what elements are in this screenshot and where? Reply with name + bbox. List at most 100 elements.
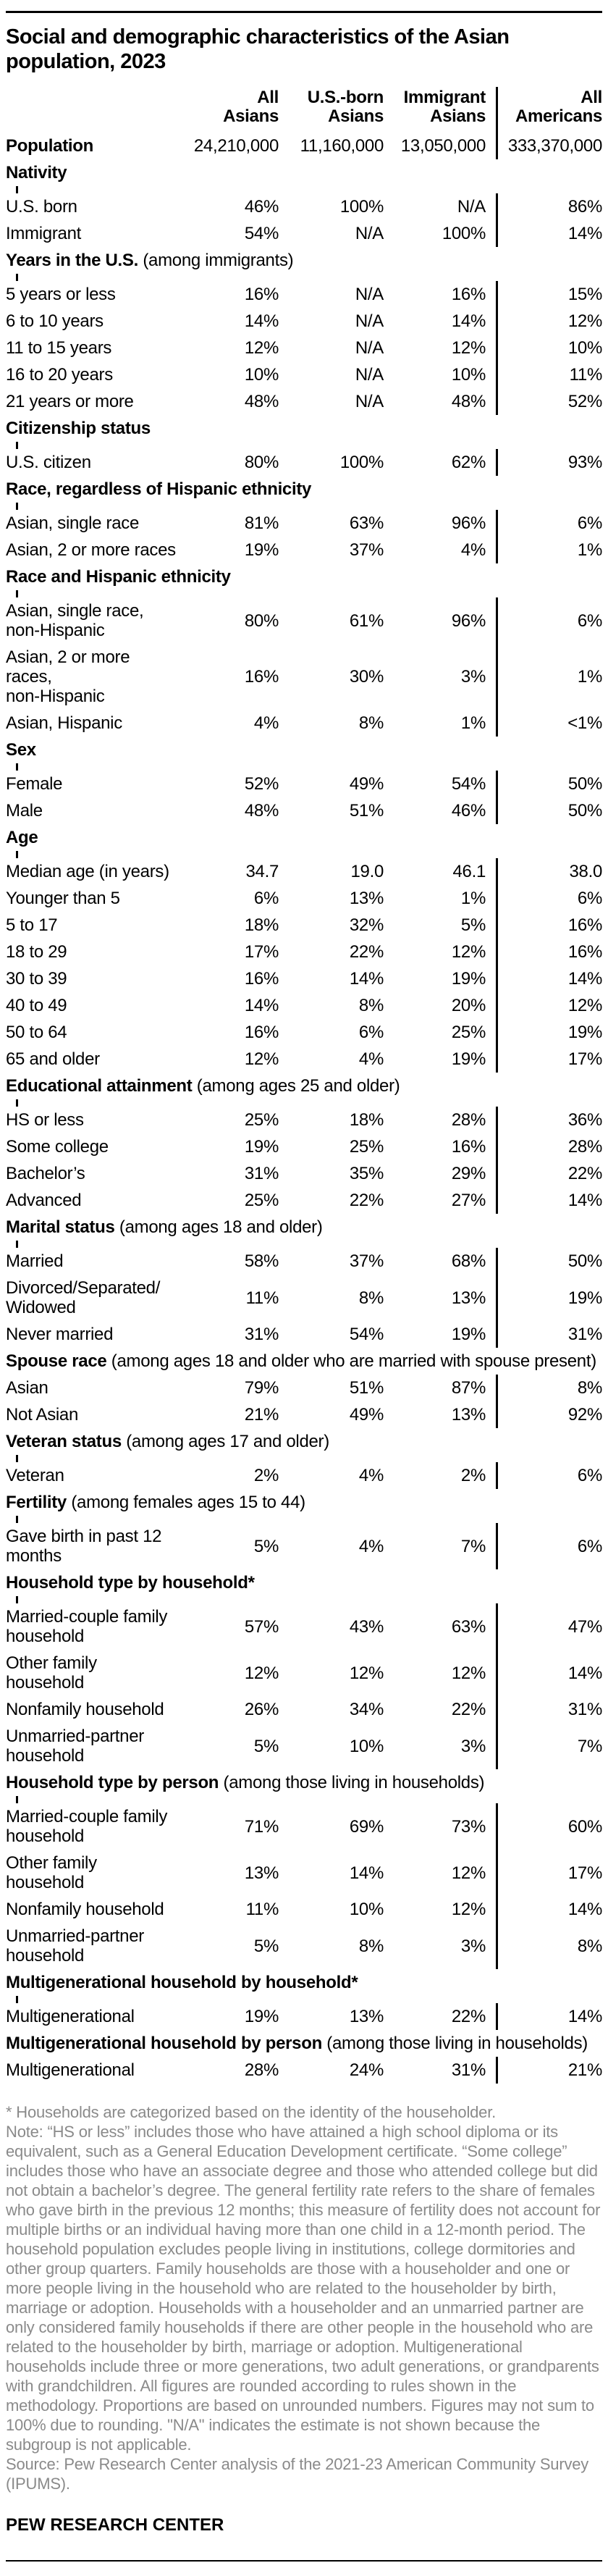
value-all-americans: 50% [567, 1251, 602, 1271]
value-all-americans: 14% [567, 2007, 602, 2026]
value-cell-4: 14% [496, 965, 602, 992]
section-title: Veteran status [6, 1432, 122, 1451]
row-label: Bachelor’s [6, 1164, 85, 1183]
value-cell-1: 80% [244, 611, 279, 631]
value-cell-4: 92% [496, 1401, 602, 1428]
note-text: Note: “HS or less” includes those who ha… [6, 2123, 601, 2454]
section-header-row: Age [6, 824, 602, 858]
value-all-americans: 8% [577, 1936, 602, 1956]
divider-cell [16, 1796, 486, 1803]
divider-cell [16, 503, 486, 510]
value-all-americans: 31% [567, 1325, 602, 1344]
value-cell-2: 54% [349, 1325, 384, 1344]
section-header-label: Race and Hispanic ethnicity [6, 563, 486, 590]
table-row: Multigenerational 19% 13% 22% 14% [6, 2003, 602, 2030]
value-cell-2: 14% [349, 969, 384, 989]
value-cell-2: 12% [349, 1663, 384, 1683]
section-title: Multigenerational household by person [6, 2034, 322, 2053]
value-cell-1: 12% [244, 1663, 279, 1683]
value-cell-3: 12% [451, 942, 486, 962]
divider-cell [16, 1596, 486, 1603]
divider-cell [16, 1455, 486, 1462]
row-label: Gave birth in past 12 months [6, 1527, 162, 1566]
divider-cell [16, 763, 486, 771]
value-cell-2: 63% [349, 513, 384, 533]
value-cell-1: 28% [244, 2060, 279, 2080]
value-cell-2: 37% [349, 540, 384, 560]
value-cell-4: 333,370,000 [496, 133, 602, 159]
row-label: U.S. born [6, 197, 77, 217]
table-row: Asian, 2 or more races, non-Hispanic 16% 3… [6, 644, 602, 710]
divider-cell [16, 590, 486, 597]
row-label: Never married [6, 1325, 114, 1344]
section-header-label: Household type by person (among those li… [6, 1769, 486, 1796]
divider-cell [16, 186, 486, 193]
row-label: Nonfamily household [6, 1700, 164, 1719]
section-header-row: Multigenerational household by person (a… [6, 2030, 602, 2057]
value-cell-1: 80% [244, 453, 279, 472]
value-cell-4: 17% [496, 1046, 602, 1073]
column-header-2: U.S.-born Asians [307, 88, 384, 126]
value-cell-3: N/A [457, 197, 486, 217]
value-cell-2: 18% [349, 1110, 384, 1130]
value-cell-4: 6% [496, 1462, 602, 1489]
section-title: Household type by person [6, 1773, 219, 1792]
divider-cell [16, 1241, 486, 1248]
table-row: Unmarried-partner household 5% 8% 3% 8% [6, 1923, 602, 1969]
value-cell-1: 16% [244, 1023, 279, 1042]
section-qualifier: (among ages 17 and older) [121, 1432, 329, 1451]
row-label: 5 to 17 [6, 915, 58, 935]
table-row: Younger than 5 6% 13% 1% 6% [6, 885, 602, 912]
value-all-americans: 92% [567, 1405, 602, 1425]
value-cell-1: 46% [244, 197, 279, 217]
row-label: Male [6, 801, 43, 821]
value-cell-4: 38.0 [496, 858, 602, 885]
value-all-americans: 15% [567, 285, 602, 304]
value-cell-4: 10% [496, 335, 602, 361]
value-cell-1: 31% [244, 1164, 279, 1183]
table-row: 65 and older 12% 4% 19% 17% [6, 1046, 602, 1073]
pew-research-center-logo: PEW RESEARCH CENTER [6, 2515, 224, 2535]
section-header-label: Educational attainment (among ages 25 an… [6, 1073, 486, 1099]
value-cell-3: 3% [460, 667, 486, 687]
value-all-americans: 21% [567, 2060, 602, 2080]
value-cell-3: 16% [451, 1137, 486, 1157]
table-row: 5 to 17 18% 32% 5% 16% [6, 912, 602, 939]
value-cell-3: 96% [451, 611, 486, 631]
value-cell-2: 32% [349, 915, 384, 935]
value-all-americans: 19% [567, 1288, 602, 1308]
table-row: Veteran 2% 4% 2% 6% [6, 1462, 602, 1489]
section-header-row: Household type by person (among those li… [6, 1769, 602, 1803]
column-header-spacer [6, 106, 180, 114]
column-header-row: All Asians U.S.-born Asians Immigrant Asia… [6, 87, 602, 133]
row-label: Unmarried-partner household [6, 1727, 144, 1766]
value-all-americans: 31% [567, 1700, 602, 1719]
table-row: 5 years or less 16% N/A 16% 15% [6, 281, 602, 308]
value-cell-1: 25% [244, 1191, 279, 1210]
section-title: Spouse race [6, 1351, 107, 1371]
value-cell-4: 15% [496, 281, 602, 308]
value-cell-4: 6% [496, 510, 602, 537]
table-row: U.S. citizen 80% 100% 62% 93% [6, 449, 602, 476]
value-cell-4: 31% [496, 1696, 602, 1723]
section-header-label: Race, regardless of Hispanic ethnicity [6, 476, 486, 503]
section-title: Fertility [6, 1493, 67, 1512]
value-all-americans: 333,370,000 [507, 136, 602, 156]
section-qualifier: (among ages 18 and older) [114, 1217, 323, 1237]
value-all-americans: 12% [567, 996, 602, 1015]
value-cell-4: 50% [496, 797, 602, 824]
section-header-row: Household type by household* [6, 1569, 602, 1603]
value-cell-1: 19% [244, 1137, 279, 1157]
value-cell-3: 4% [460, 540, 486, 560]
value-cell-4: 1% [496, 537, 602, 563]
value-cell-1: 10% [244, 365, 279, 385]
value-cell-3: 13% [451, 1288, 486, 1308]
value-cell-2: 43% [349, 1616, 384, 1637]
row-label: 21 years or more [6, 392, 134, 411]
table-row: Asian, 2 or more races 19% 37% 4% 1% [6, 537, 602, 563]
value-cell-4: 22% [496, 1160, 602, 1187]
value-cell-1: 13% [244, 1863, 279, 1883]
value-cell-3: 20% [451, 996, 486, 1015]
column-header-1: All Asians [223, 88, 279, 126]
section-title: Educational attainment [6, 1076, 193, 1096]
